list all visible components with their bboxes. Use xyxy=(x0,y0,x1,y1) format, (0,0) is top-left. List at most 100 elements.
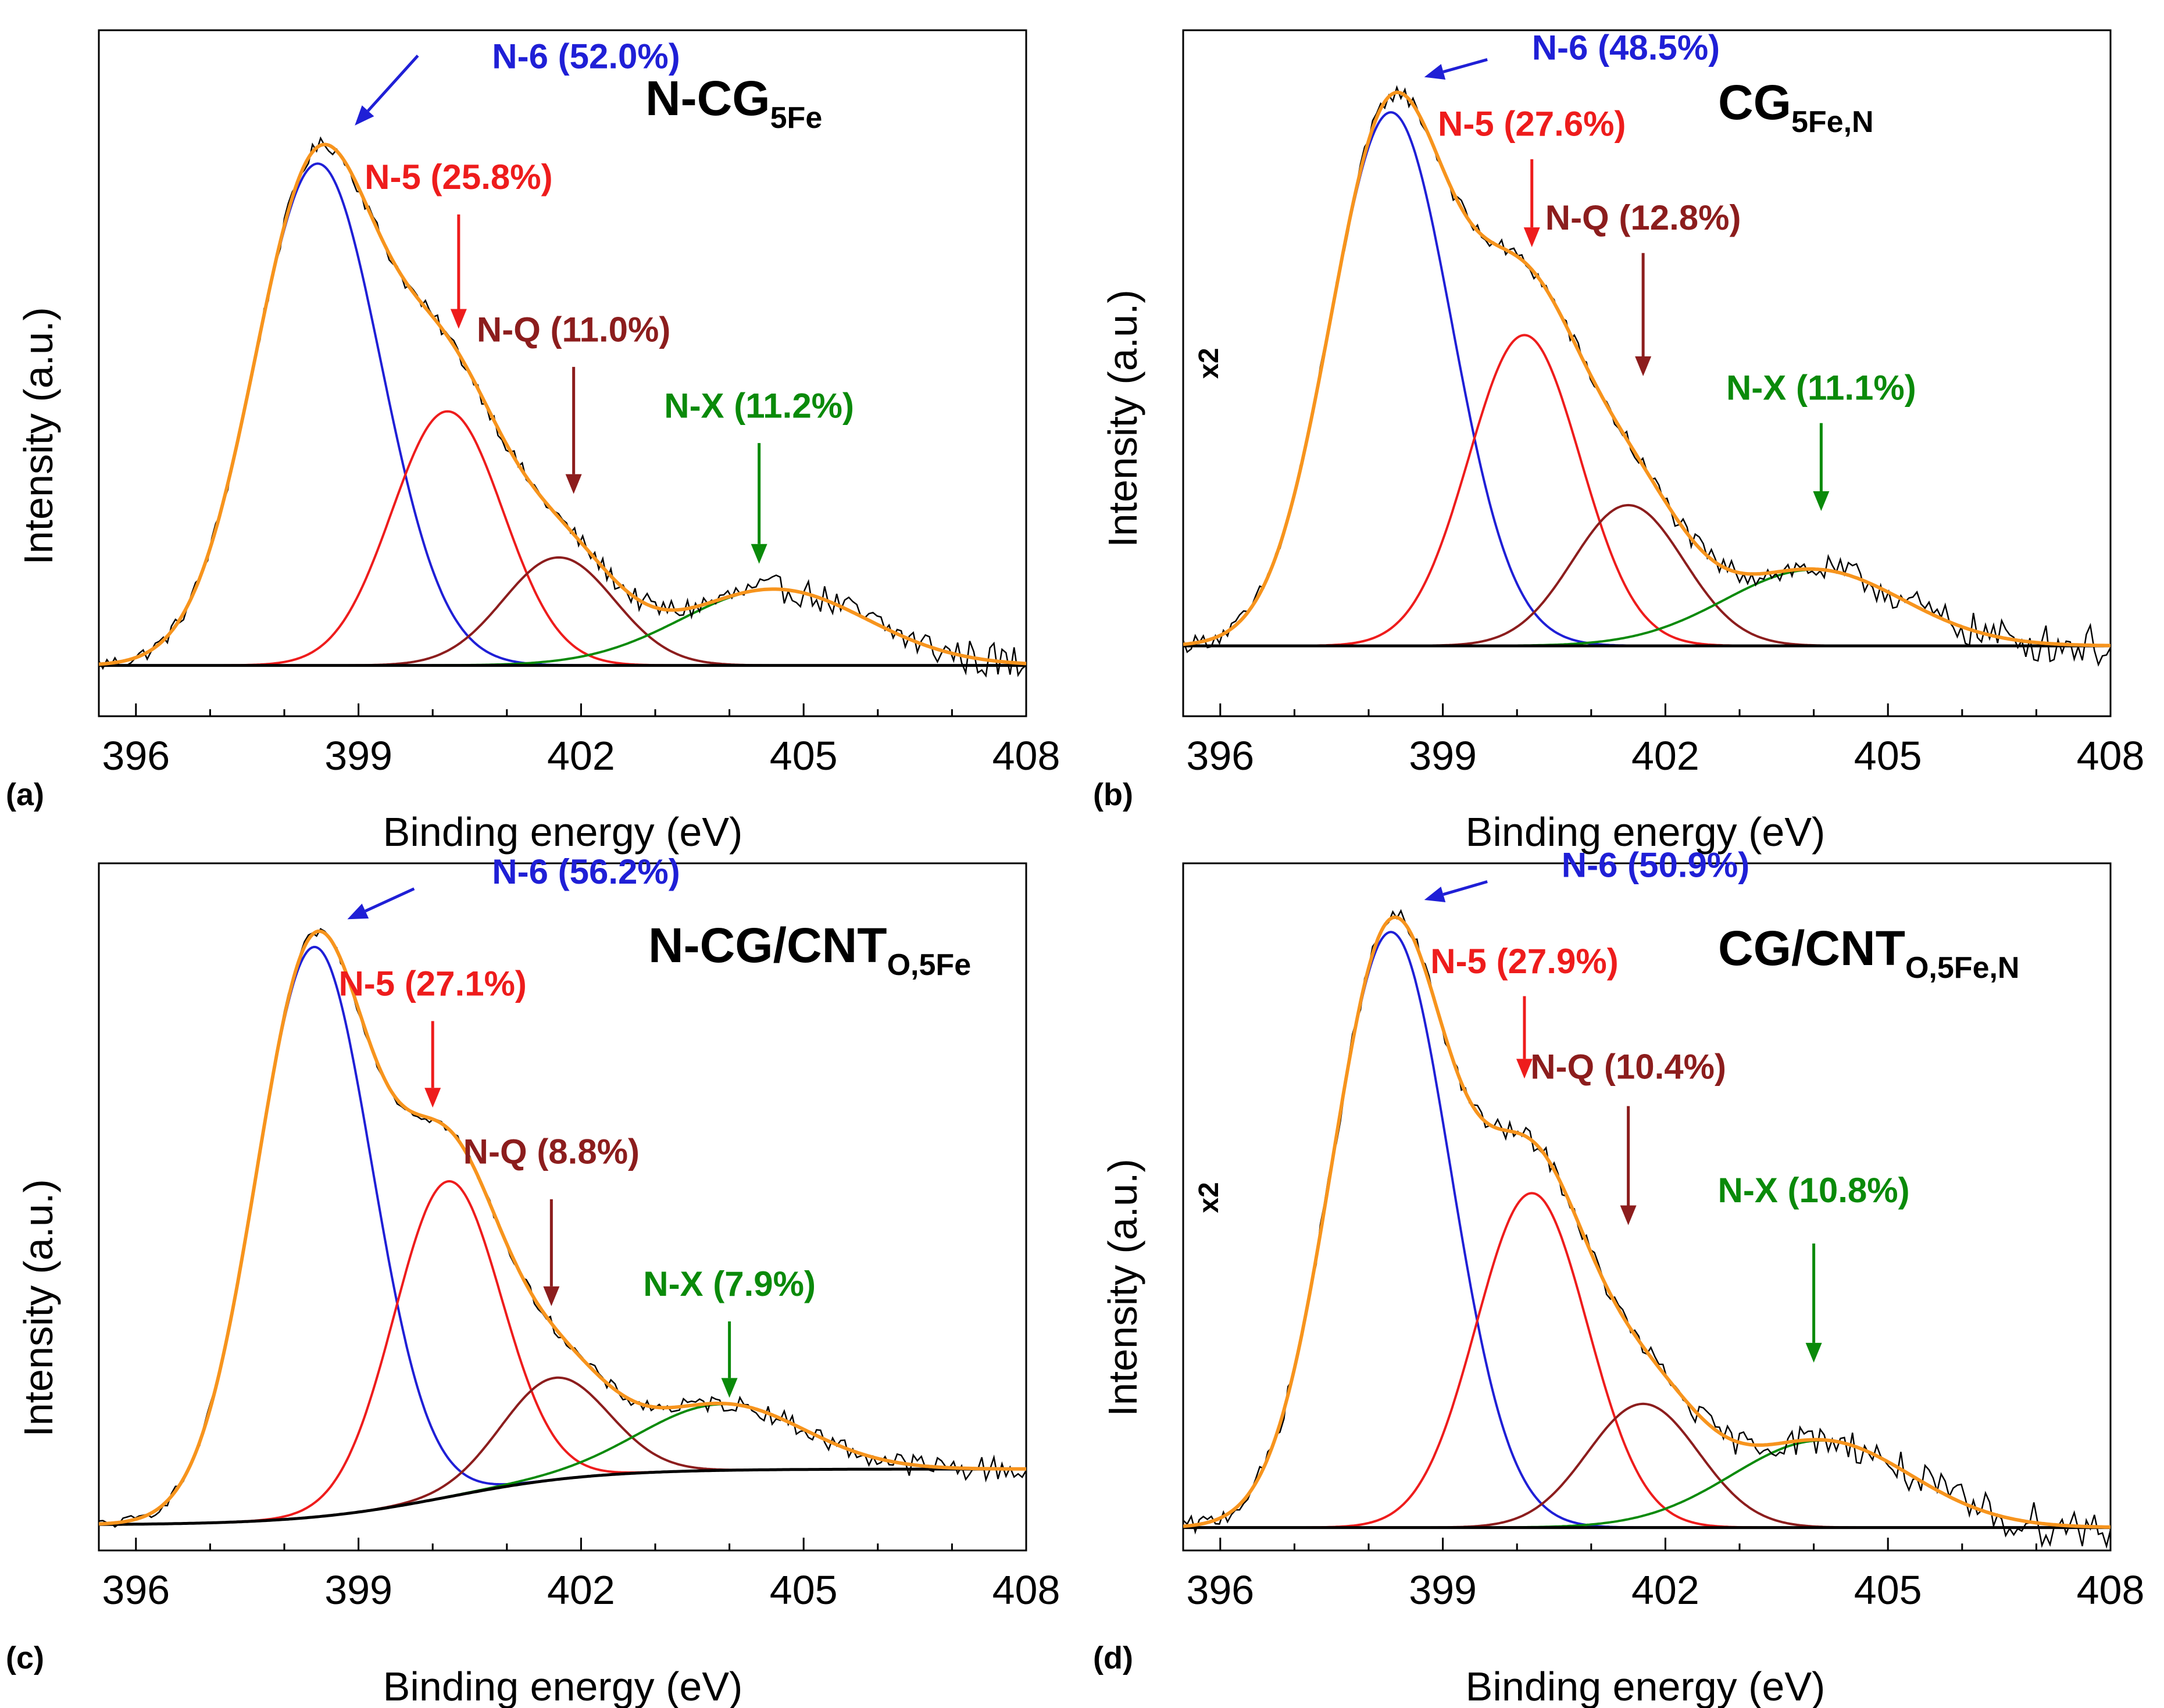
annotation-arrow-head xyxy=(1523,227,1540,248)
panel-b-title: CG5Fe,N xyxy=(1718,75,1874,139)
panel-b-xlabel: Binding energy (eV) xyxy=(1466,809,1826,855)
peak-label: N-5 (27.6%) xyxy=(1438,105,1626,144)
panel-b-xtick-label: 399 xyxy=(1409,733,1477,778)
panel-c-annotations: N-6 (56.2%) N-5 (27.1%) N-Q (8.8%) N-X (7.9… xyxy=(338,852,816,1398)
annotation-arrow-head xyxy=(1620,1205,1637,1225)
peak-label: N-Q (12.8%) xyxy=(1545,198,1741,237)
panel-d-xtick-label: 408 xyxy=(2077,1567,2145,1613)
panel-a: 396 399 402 405 408 N-6 (52.0%) N-5 (25.8%) N-Q… xyxy=(6,29,1060,855)
peak-label: N-X (11.1%) xyxy=(1726,368,1916,407)
panel-a-frame xyxy=(98,29,1027,717)
panel-a-xtick-label: 396 xyxy=(102,733,170,778)
panel-c-xticks: 396 399 402 405 408 xyxy=(102,1538,1060,1613)
annotation-arrow-shaft xyxy=(1442,880,1488,896)
panel-c-xlabel: Binding energy (eV) xyxy=(383,1664,743,1708)
panel-a-xtick-label: 408 xyxy=(992,733,1060,778)
panel-d-label: (d) xyxy=(1093,1641,1133,1675)
panel-c-label: (c) xyxy=(6,1641,44,1675)
panel-b-xtick-label: 405 xyxy=(1854,733,1922,778)
panel-d: 396 399 402 405 408 N-6 (50.9%) N-5 (27.9%) N-Q… xyxy=(1093,846,2144,1708)
panel-b-frame xyxy=(1182,29,2112,717)
panel-a-title: N-CG5Fe xyxy=(645,71,822,135)
annotation-arrow-shaft xyxy=(1442,58,1488,73)
panel-c-series xyxy=(99,928,1026,1528)
panel-c-xtick-label: 399 xyxy=(324,1567,392,1613)
panel-c: 396 399 402 405 408 N-6 (56.2%) N-5 (27.1%) N-Q… xyxy=(6,852,1060,1708)
panel-c-xtick-label: 408 xyxy=(992,1567,1060,1613)
annotation-arrow-head xyxy=(721,1378,738,1398)
panel-d-multiplier: x2 xyxy=(1194,1182,1224,1213)
peak-label: N-X (11.2%) xyxy=(664,386,854,425)
peak-label: N-6 (56.2%) xyxy=(492,852,680,891)
peak-label: N-6 (48.5%) xyxy=(1532,28,1720,67)
panel-a-title-main: N-CG xyxy=(645,71,770,126)
peak-label: N-5 (27.1%) xyxy=(338,964,526,1003)
panel-d-ylabel: Intensity (a.u.) xyxy=(1100,1159,1145,1417)
peak-label: N-Q (11.0%) xyxy=(477,310,670,349)
panel-c-title-subscript: O,5Fe xyxy=(887,948,972,982)
panel-b-envelope-fit xyxy=(1183,91,2111,648)
annotation-arrow-head xyxy=(355,105,374,126)
panel-b-title-subscript: 5Fe,N xyxy=(1791,105,1874,139)
panel-d-title-main: CG/CNT xyxy=(1718,921,1905,976)
annotation-arrow-head xyxy=(1424,887,1446,902)
panel-a-envelope-fit xyxy=(99,142,1026,666)
annotation-arrow-head xyxy=(751,544,767,564)
peak-label: N-X (7.9%) xyxy=(643,1264,816,1303)
panel-d-xticks: 396 399 402 405 408 xyxy=(1186,1538,2144,1613)
panel-d-annotations: N-6 (50.9%) N-5 (27.9%) N-Q (10.4%) N-X (10… xyxy=(1424,846,1910,1363)
annotation-arrow-head xyxy=(424,1088,441,1108)
annotation-arrow-head xyxy=(1813,491,1830,512)
peak-label: N-6 (50.9%) xyxy=(1562,846,1749,885)
panel-a-xtick-label: 405 xyxy=(770,733,838,778)
annotation-arrow-head xyxy=(1805,1342,1822,1363)
panel-c-frame xyxy=(98,862,1027,1552)
peak-label: N-5 (25.8%) xyxy=(365,158,552,196)
panel-c-xtick-label: 402 xyxy=(547,1567,615,1613)
panel-b-xtick-label: 396 xyxy=(1186,733,1254,778)
annotation-arrow-head xyxy=(1516,1059,1533,1079)
panel-d-series xyxy=(1183,909,2111,1549)
panel-b-xtick-label: 408 xyxy=(2077,733,2145,778)
panel-c-title-main: N-CG/CNT xyxy=(648,918,887,973)
panel-d-envelope-fit xyxy=(1183,915,2111,1529)
panel-a-xlabel: Binding energy (eV) xyxy=(383,809,743,855)
panel-c-xtick-label: 405 xyxy=(770,1567,838,1613)
annotation-arrow-head xyxy=(347,903,369,920)
panel-d-xtick-label: 399 xyxy=(1409,1567,1477,1613)
panel-a-xticks: 396 399 402 405 408 xyxy=(102,703,1060,778)
panel-b-title-main: CG xyxy=(1718,75,1791,130)
peak-label: N-5 (27.9%) xyxy=(1430,942,1618,981)
peak-label: N-Q (8.8%) xyxy=(463,1132,640,1171)
panel-b-ylabel: Intensity (a.u.) xyxy=(1100,290,1145,548)
peak-label: N-X (10.8%) xyxy=(1718,1171,1910,1210)
panel-a-ylabel: Intensity (a.u.) xyxy=(16,307,61,565)
panel-b-label: (b) xyxy=(1093,777,1133,812)
panel-c-ylabel: Intensity (a.u.) xyxy=(16,1179,61,1437)
panel-a-label: (a) xyxy=(6,777,44,812)
panel-d-plot: 396 399 402 405 408 N-6 (50.9%) N-5 (27.9%) N-Q… xyxy=(1182,846,2144,1613)
panel-d-xtick-label: 405 xyxy=(1854,1567,1922,1613)
panel-c-title: N-CG/CNTO,5Fe xyxy=(648,918,971,982)
panel-a-series xyxy=(99,136,1026,678)
panel-c-baseline xyxy=(99,1467,1026,1526)
panel-d-xtick-label: 396 xyxy=(1186,1567,1254,1613)
panel-b-series xyxy=(1183,85,2111,667)
panel-c-xtick-label: 396 xyxy=(102,1567,170,1613)
annotation-arrow-head xyxy=(1424,64,1446,80)
panel-d-xtick-label: 402 xyxy=(1631,1567,1699,1613)
annotation-arrow-head xyxy=(565,474,582,494)
panel-d-frame xyxy=(1182,862,2112,1552)
panel-b-plot: 396 399 402 405 408 N-6 (48.5%) N-5 (27.6%) N-Q… xyxy=(1182,28,2145,778)
annotation-arrow-head xyxy=(543,1286,560,1306)
annotation-arrow-head xyxy=(1635,356,1652,377)
panel-b-xtick-label: 402 xyxy=(1631,733,1699,778)
panel-a-xtick-label: 402 xyxy=(547,733,615,778)
annotation-arrow-head xyxy=(450,309,467,329)
panel-b-annotations: N-6 (48.5%) N-5 (27.6%) N-Q (12.8%) N-X (11… xyxy=(1424,28,1916,512)
panel-c-envelope-fit xyxy=(99,929,1026,1526)
panel-a-title-subscript: 5Fe xyxy=(770,101,823,135)
panel-b-multiplier: x2 xyxy=(1194,348,1224,378)
